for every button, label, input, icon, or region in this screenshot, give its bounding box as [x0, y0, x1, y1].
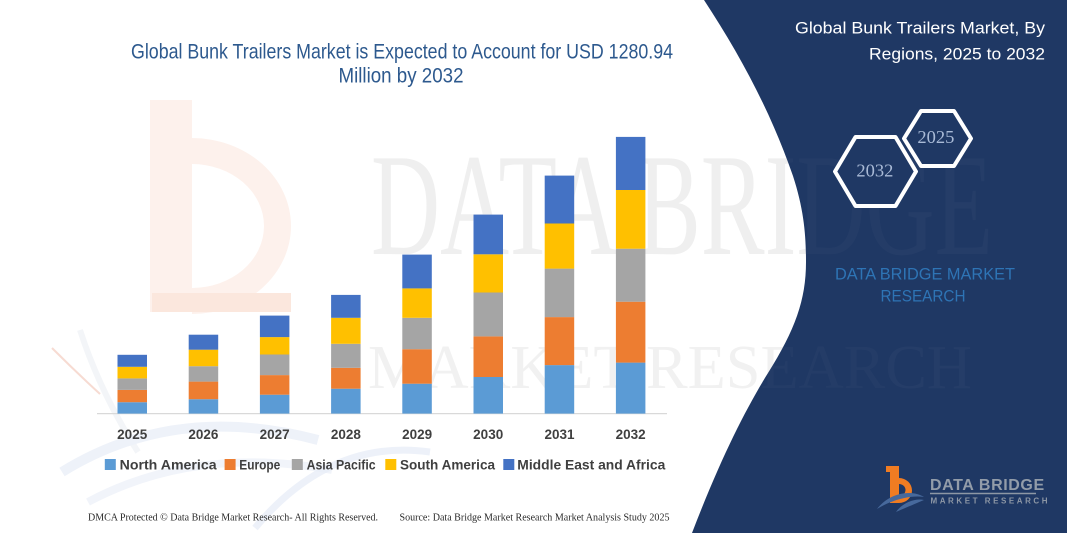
svg-text:Middle East and Africa: Middle East and Africa: [517, 458, 666, 473]
svg-text:North America: North America: [120, 458, 218, 473]
svg-text:2031: 2031: [544, 427, 575, 442]
svg-text:Asia Pacific: Asia Pacific: [307, 458, 376, 473]
svg-text:2025: 2025: [917, 127, 954, 147]
svg-text:Regions, 2025 to 2032: Regions, 2025 to 2032: [869, 46, 1045, 64]
svg-text:Source: Data Bridge Market Res: Source: Data Bridge Market Research Mark…: [400, 512, 670, 524]
svg-text:Europe: Europe: [239, 458, 280, 473]
svg-text:DATA BRIDGE: DATA BRIDGE: [930, 477, 1045, 494]
svg-text:RESEARCH: RESEARCH: [881, 287, 966, 306]
svg-text:DMCA Protected © Data Bridge M: DMCA Protected © Data Bridge Market Rese…: [88, 512, 378, 524]
svg-text:2032: 2032: [616, 427, 646, 442]
svg-text:2030: 2030: [473, 427, 503, 442]
svg-text:DATA BRIDGE MARKET: DATA BRIDGE MARKET: [835, 265, 1015, 284]
svg-text:2032: 2032: [856, 161, 893, 181]
svg-text:Million by 2032: Million by 2032: [339, 65, 464, 88]
svg-text:South America: South America: [400, 458, 495, 473]
svg-text:2028: 2028: [331, 427, 362, 442]
svg-text:MARKET RESEARCH: MARKET RESEARCH: [931, 497, 1051, 506]
svg-text:Global Bunk Trailers Market, B: Global Bunk Trailers Market, By: [795, 20, 1046, 38]
svg-text:2027: 2027: [260, 427, 290, 442]
svg-text:2026: 2026: [188, 427, 219, 442]
svg-text:Global Bunk Trailers Market is: Global Bunk Trailers Market is Expected …: [131, 40, 673, 63]
svg-text:2029: 2029: [402, 427, 432, 442]
svg-text:2025: 2025: [117, 427, 148, 442]
